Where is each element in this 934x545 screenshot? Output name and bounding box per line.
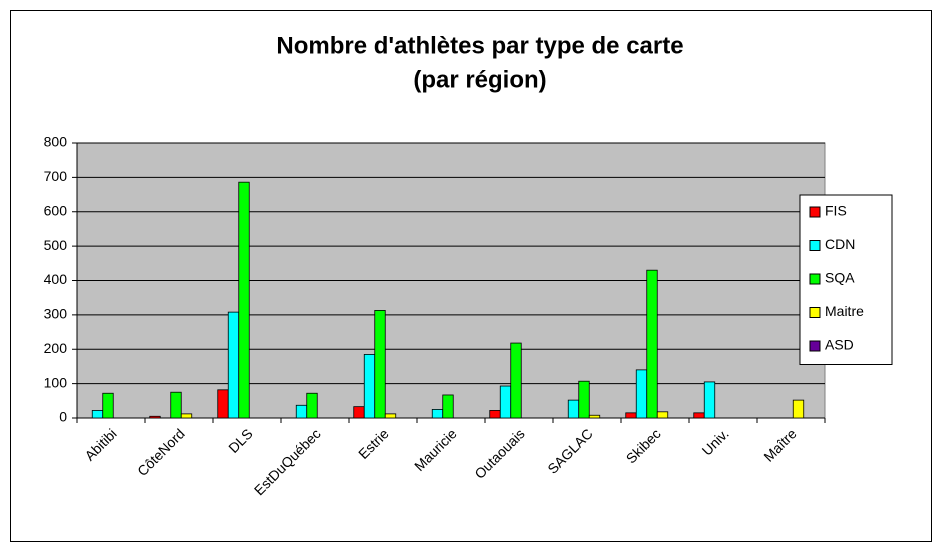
bar [227,311,240,419]
chart-title: Nombre d'athlètes par type de carte [276,32,683,59]
bar [625,412,637,419]
legend-swatch [809,206,821,218]
y-tick-label: 400 [44,271,68,287]
y-tick-label: 600 [44,202,68,218]
y-tick-label: 0 [59,409,67,425]
bar [693,412,705,419]
legend-label: CDN [825,236,855,252]
bar [567,399,580,419]
bar [384,413,397,419]
legend-swatch [809,340,821,352]
legend-label: ASD [825,337,854,353]
legend-label: Maitre [825,303,864,319]
bar [703,381,716,419]
bar [91,410,104,419]
bar [578,380,590,419]
bar [374,310,386,419]
bar [489,410,501,419]
bar [217,389,229,419]
bar [792,399,805,419]
legend-label: SQA [825,270,855,286]
bar [295,404,308,419]
legend-swatch [809,307,821,318]
bar [306,392,318,419]
bar [363,354,376,419]
bar [588,414,601,419]
y-tick-label: 300 [44,306,68,322]
legend-label: FIS [825,203,847,219]
bar [442,394,454,419]
bar [149,415,161,419]
y-tick-label: 700 [44,168,68,184]
bar [499,385,512,419]
bar [510,342,522,419]
y-tick-label: 800 [44,134,68,150]
bar [238,181,250,419]
bar [646,269,658,419]
bar [353,406,365,419]
bar [656,411,669,419]
y-tick-label: 100 [44,374,68,390]
legend-swatch [809,240,821,251]
y-tick-label: 200 [44,340,68,356]
bar [431,409,444,419]
bar [170,391,182,419]
bar [180,413,193,419]
legend-swatch [809,273,821,285]
chart-subtitle: (par région) [413,66,546,93]
bar [102,392,114,419]
y-tick-label: 500 [44,237,68,253]
bar [635,369,648,419]
